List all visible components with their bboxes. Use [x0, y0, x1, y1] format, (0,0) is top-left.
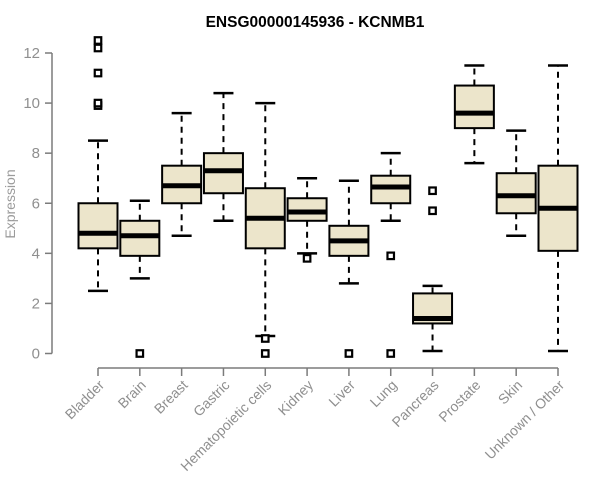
y-tick-label: 4 — [32, 245, 40, 262]
x-tick-label-liver: Liver — [325, 377, 358, 410]
boxplot-pancreas — [412, 186, 454, 353]
x-tick-label-unknown-other: Unknown / Other — [482, 377, 568, 463]
outlier-point — [135, 349, 145, 358]
boxplot-liver — [328, 179, 370, 358]
iqr-box — [119, 219, 161, 257]
iqr-box — [370, 174, 412, 205]
y-tick-label: 10 — [23, 95, 40, 112]
boxplot-lung — [370, 151, 412, 358]
outlier-point — [428, 186, 437, 196]
outlier-point — [386, 349, 396, 358]
iqr-box — [77, 202, 119, 250]
x-tick-label-bladder: Bladder — [62, 377, 108, 423]
chart-title: ENSG00000145936 - KCNMB1 — [206, 14, 425, 31]
iqr-box — [495, 172, 537, 215]
y-tick-label: 2 — [32, 295, 40, 312]
boxplot-bladder — [77, 36, 119, 293]
iqr-box — [286, 197, 328, 222]
x-tick-label-breast: Breast — [151, 377, 191, 417]
outlier-point — [260, 334, 270, 343]
boxplot-unknown-other — [537, 64, 579, 353]
x-tick-label-lung: Lung — [367, 377, 400, 410]
x-tick-label-prostate: Prostate — [435, 377, 483, 425]
boxplot-brain — [119, 199, 161, 358]
x-tick-label-brain: Brain — [115, 377, 149, 411]
iqr-box — [453, 84, 495, 130]
outlier-point — [260, 349, 270, 358]
y-tick-label: 12 — [23, 45, 40, 62]
boxplot-gastric — [202, 91, 244, 223]
outlier-point — [93, 98, 103, 108]
boxplot-prostate — [453, 64, 495, 165]
boxplot-skin — [495, 129, 537, 238]
outlier-point — [386, 251, 396, 261]
x-tick-label-kidney: Kidney — [275, 377, 317, 419]
outlier-point — [93, 43, 103, 53]
outlier-point — [428, 206, 437, 216]
y-tick-label: 6 — [32, 195, 40, 212]
outlier-point — [302, 253, 312, 263]
iqr-box — [202, 152, 244, 195]
y-tick-label: 0 — [32, 346, 40, 363]
boxplot-series — [77, 36, 579, 358]
x-tick-label-skin: Skin — [495, 377, 526, 408]
outlier-point — [344, 349, 354, 358]
boxplot-hematopoietic-cells — [244, 101, 286, 358]
y-axis-title: Expression — [2, 169, 18, 238]
outlier-point — [93, 36, 103, 45]
outlier-point — [93, 68, 103, 78]
boxplot-kidney — [286, 176, 328, 263]
y-tick-label: 8 — [32, 145, 40, 162]
boxplot-breast — [161, 111, 203, 238]
